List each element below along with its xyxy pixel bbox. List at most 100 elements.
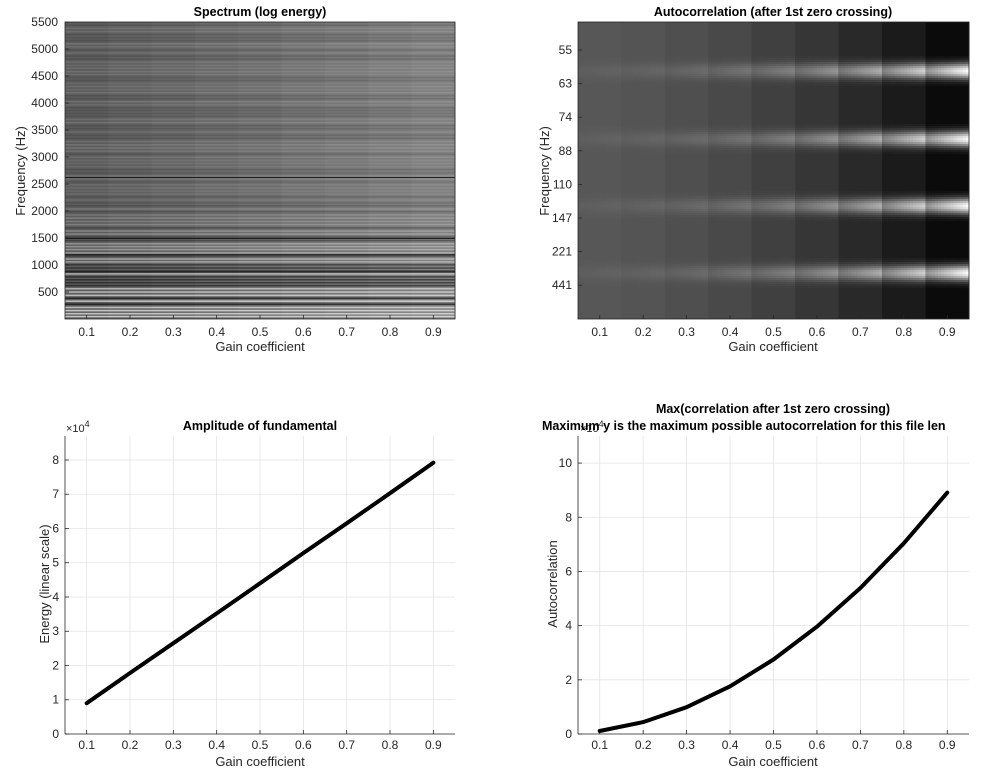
autocorr-band <box>677 280 681 283</box>
autocorr-band <box>652 286 657 289</box>
autocorr-band <box>658 264 663 267</box>
autocorr-band <box>795 60 799 63</box>
autocorr-band <box>785 84 790 87</box>
autocorr-band <box>767 268 771 271</box>
autocorr-band <box>627 274 632 277</box>
autocorr-band <box>596 264 601 267</box>
autocorr-band <box>646 217 650 220</box>
autocorr-band <box>615 146 619 149</box>
autocorr-band <box>671 58 675 61</box>
autocorr-band <box>798 272 802 275</box>
autocorr-band <box>683 146 688 149</box>
autocorr-band <box>748 264 753 267</box>
autocorr-band <box>609 84 613 87</box>
autocorr-band <box>789 264 793 267</box>
autocorr-band <box>761 201 765 204</box>
autocorr-band <box>615 78 619 81</box>
autocorr-band <box>587 274 591 277</box>
autocorr-band <box>658 58 663 61</box>
autocorr-band <box>705 209 709 212</box>
autocorr-band <box>779 197 784 200</box>
autocorr-band <box>705 276 709 279</box>
spectrum-band <box>65 124 455 127</box>
autocorr-band <box>677 266 681 269</box>
autocorr-band <box>590 215 595 218</box>
autocorr-band <box>624 128 629 131</box>
autocorr-band <box>627 138 632 141</box>
autocorr-band <box>714 193 719 196</box>
autocorr-band <box>723 213 728 216</box>
autocorr-band <box>739 128 743 131</box>
autocorr-band <box>798 132 802 135</box>
autocorr-band <box>711 219 716 222</box>
autocorr-band <box>757 217 762 220</box>
autocorr-band <box>801 219 806 222</box>
autocorr-band <box>667 258 672 261</box>
autocorr-band <box>584 134 588 137</box>
autocorr-band <box>705 262 709 265</box>
autocorr-band <box>785 142 790 145</box>
autocorr-band <box>736 68 740 71</box>
autocorr-band <box>810 199 815 202</box>
autocorr-band <box>692 209 697 212</box>
autocorr-band <box>751 268 756 271</box>
autocorr-band <box>813 280 818 283</box>
autocorr-band <box>599 64 604 67</box>
autocorr-band <box>773 152 778 155</box>
autocorr-band <box>757 193 762 196</box>
autocorr-band <box>795 78 799 81</box>
autocorr-band <box>612 266 616 269</box>
autocorr-band <box>730 140 734 143</box>
autocorr-band <box>689 126 694 129</box>
autocorr-band <box>745 195 750 198</box>
autocorr-band <box>584 126 588 129</box>
autocorr-band <box>770 146 774 149</box>
autocorr-band <box>664 76 669 79</box>
autocorr-band <box>680 286 685 289</box>
autocorr-band <box>587 146 591 149</box>
autocorr-band <box>618 205 622 208</box>
autocorr-band <box>621 58 626 61</box>
autocorr-band <box>742 266 747 269</box>
autocorr-band <box>655 56 660 59</box>
autocorr-band <box>795 278 799 281</box>
autocorr-band <box>708 264 712 267</box>
autocorr-band <box>770 58 774 61</box>
autocorr-band <box>581 68 585 71</box>
autocorr-band <box>649 197 653 200</box>
autocorr-band <box>661 197 666 200</box>
autocorr-band <box>671 270 675 273</box>
autocorr-band <box>677 258 681 261</box>
autocorr-band <box>599 197 604 200</box>
autocorr-band <box>677 132 681 135</box>
autocorr-band <box>615 211 619 214</box>
autocorr-band <box>714 62 719 65</box>
autocorr-band <box>761 132 765 135</box>
autocorr-band <box>578 132 582 135</box>
autocorr-band <box>578 152 582 155</box>
autocorr-band <box>782 191 787 194</box>
autocorr-band <box>599 284 604 287</box>
autocorr-band <box>801 76 806 79</box>
autocorr-band <box>655 282 660 285</box>
autocorr-band <box>609 78 613 81</box>
autocorr-band <box>785 74 790 77</box>
spectrum-ylabel: Frequency (Hz) <box>13 126 28 216</box>
autocorr-band <box>726 76 731 79</box>
autocorr-band <box>810 264 815 267</box>
autocorr-band <box>723 272 728 275</box>
autocorr-band <box>602 276 607 279</box>
autocorr-band <box>785 66 790 69</box>
autocorr-band <box>640 132 644 135</box>
autocorr-band <box>720 193 725 196</box>
autocorr-band <box>733 152 737 155</box>
autocorr-band <box>584 258 588 261</box>
autocorr-band <box>801 130 806 133</box>
autocorr-band <box>782 148 787 151</box>
autocorr-band <box>823 62 827 65</box>
autocorr-band <box>810 195 815 198</box>
autocorr-band <box>671 268 675 271</box>
autocorr-band <box>581 272 585 275</box>
autocorr-band <box>761 150 765 153</box>
spectrum-y-tick-label: 3500 <box>31 123 58 137</box>
